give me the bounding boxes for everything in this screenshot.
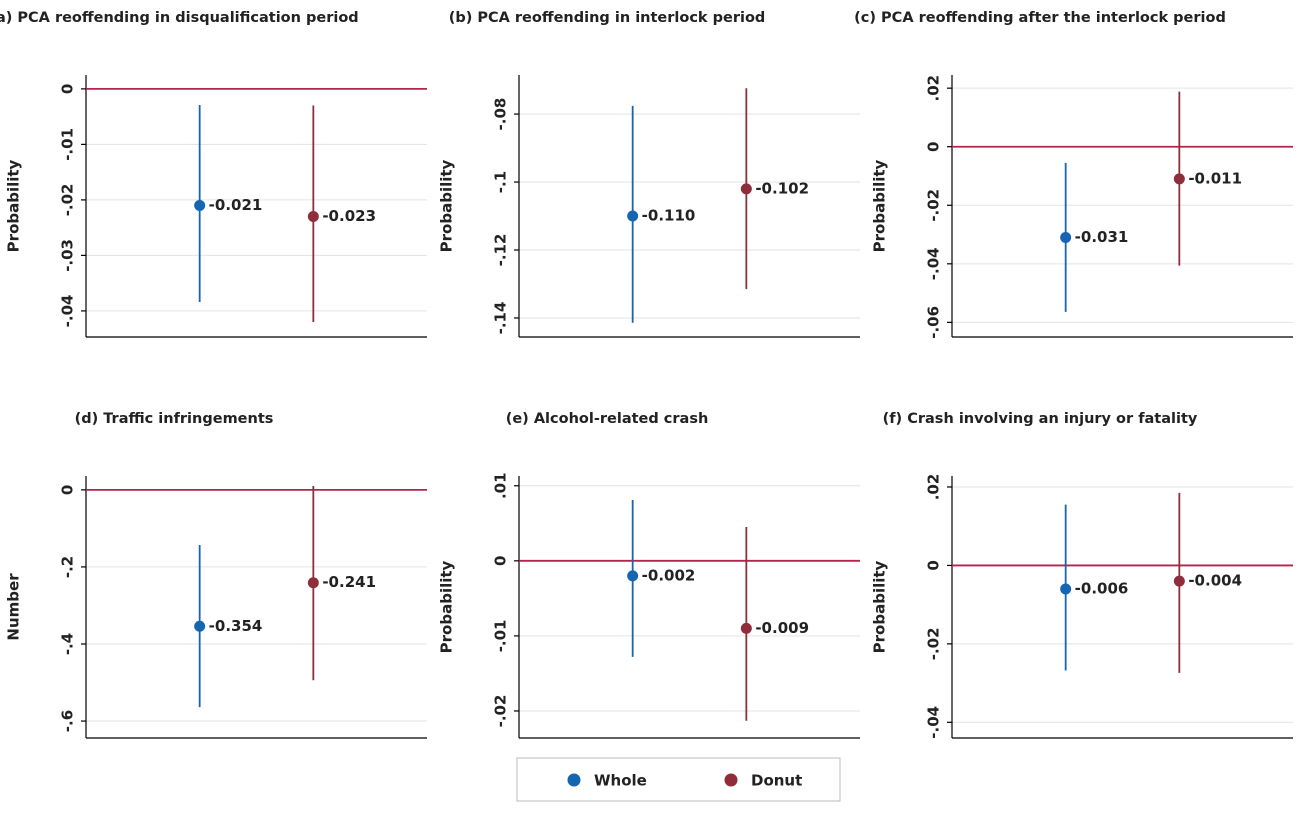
point-estimate (307, 577, 319, 589)
y-tick-label: -.4 (59, 633, 77, 655)
y-tick-label: -.02 (925, 189, 943, 222)
y-tick-label: -.06 (925, 306, 943, 339)
y-axis-label: Number (5, 573, 23, 641)
legend-marker (724, 773, 738, 787)
y-tick-label: -.12 (492, 234, 510, 267)
y-tick-label: .02 (925, 474, 943, 501)
point-estimate (1060, 231, 1072, 243)
panel-title: (a) PCA reoffending in disqualification … (0, 10, 359, 26)
y-tick-label: -.04 (925, 706, 943, 739)
legend-label: Donut (751, 772, 802, 790)
value-label: -0.011 (1188, 169, 1242, 187)
value-label: -0.009 (755, 619, 809, 637)
value-label: -0.023 (322, 207, 376, 225)
y-tick-label: -.02 (59, 183, 77, 216)
y-tick-label: -.14 (492, 302, 510, 335)
point-estimate (307, 211, 319, 223)
value-label: -0.354 (209, 617, 263, 635)
y-axis-label: Probability (438, 159, 456, 252)
y-tick-label: 0 (925, 560, 943, 570)
panel-title: (d) Traffic infringements (75, 411, 274, 427)
point-estimate (627, 210, 639, 222)
y-tick-label: 0 (925, 142, 943, 152)
panel-title: (f) Crash involving an injury or fatalit… (883, 411, 1198, 427)
y-tick-label: -.1 (492, 171, 510, 193)
y-axis-label: Probability (871, 159, 889, 252)
panel-title: (b) PCA reoffending in interlock period (449, 10, 766, 26)
y-tick-label: -.01 (492, 619, 510, 652)
y-tick-label: .02 (925, 75, 943, 102)
y-tick-label: -.02 (492, 695, 510, 728)
y-axis-label: Probability (871, 560, 889, 653)
point-estimate (1173, 173, 1185, 185)
y-tick-label: .01 (492, 472, 510, 499)
point-estimate (740, 183, 752, 195)
point-estimate (194, 620, 206, 632)
y-tick-label: -.08 (492, 98, 510, 131)
legend-label: Whole (594, 772, 647, 790)
value-label: -0.241 (322, 573, 376, 591)
y-tick-label: 0 (59, 485, 77, 495)
point-estimate (740, 622, 752, 634)
value-label: -0.021 (209, 196, 263, 214)
y-tick-label: 0 (59, 84, 77, 94)
panel-title: (e) Alcohol-related crash (506, 411, 709, 427)
panel-title: (c) PCA reoffending after the interlock … (854, 10, 1226, 26)
point-estimate (1060, 583, 1072, 595)
value-label: -0.004 (1188, 572, 1242, 590)
value-label: -0.102 (755, 179, 809, 197)
y-tick-label: -.01 (59, 128, 77, 161)
y-tick-label: 0 (492, 556, 510, 566)
value-label: -0.006 (1075, 579, 1129, 597)
y-tick-label: -.03 (59, 239, 77, 272)
value-label: -0.002 (642, 566, 696, 584)
y-tick-label: -.02 (925, 627, 943, 660)
y-tick-label: -.2 (59, 556, 77, 578)
point-estimate (194, 199, 206, 211)
y-tick-label: -.04 (925, 247, 943, 280)
value-label: -0.110 (642, 207, 696, 225)
legend-marker (567, 773, 581, 787)
y-axis-label: Probability (5, 159, 23, 252)
y-tick-label: -.6 (59, 710, 77, 732)
y-tick-label: -.04 (59, 295, 77, 328)
value-label: -0.031 (1075, 228, 1129, 246)
point-estimate (627, 570, 639, 582)
point-estimate (1173, 575, 1185, 587)
y-axis-label: Probability (438, 560, 456, 653)
